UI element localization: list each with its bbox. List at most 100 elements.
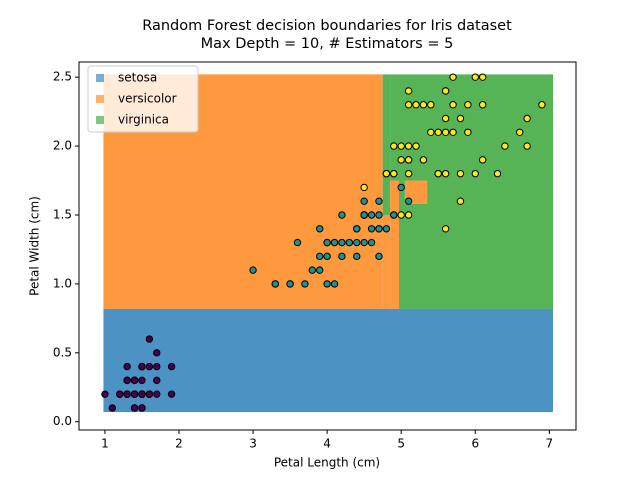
x-tick-label: 6 <box>471 437 479 451</box>
data-point <box>367 211 376 219</box>
data-point <box>316 266 324 274</box>
data-point <box>441 128 450 136</box>
data-point <box>138 404 146 412</box>
data-point <box>145 390 154 398</box>
data-point <box>123 376 131 385</box>
data-point <box>471 73 479 81</box>
data-point <box>130 390 139 398</box>
data-point <box>249 266 257 274</box>
decision-region <box>427 180 554 204</box>
data-point <box>353 238 361 247</box>
data-point <box>353 252 361 261</box>
data-point <box>441 87 450 95</box>
y-tick-label: 2.0 <box>53 139 72 153</box>
data-point <box>153 362 161 371</box>
data-point <box>123 362 131 371</box>
legend-swatch <box>96 95 104 103</box>
data-point <box>419 101 428 109</box>
data-point <box>316 252 324 261</box>
data-point <box>501 142 509 150</box>
data-point <box>456 169 465 178</box>
data-point <box>434 169 442 178</box>
x-axis-label: Petal Length (cm) <box>274 456 380 470</box>
decision-region <box>390 74 399 181</box>
data-point <box>449 101 457 109</box>
data-point <box>138 390 146 398</box>
data-point <box>404 156 413 164</box>
data-point <box>338 238 346 247</box>
data-point <box>367 238 376 247</box>
data-point <box>404 101 413 109</box>
legend-swatch <box>96 74 104 82</box>
data-point <box>330 280 339 288</box>
data-point <box>153 349 161 357</box>
data-point <box>382 169 391 178</box>
data-point <box>138 362 146 371</box>
data-point <box>360 197 368 205</box>
data-point <box>441 225 450 233</box>
y-tick-label: 1.5 <box>53 207 72 221</box>
data-point <box>412 142 420 150</box>
data-point <box>516 128 524 136</box>
decision-region <box>398 74 554 181</box>
legend-box <box>87 65 199 133</box>
data-point <box>478 101 487 109</box>
data-point <box>323 280 331 288</box>
data-point <box>167 362 176 371</box>
y-tick-label: 0.0 <box>53 414 72 428</box>
chart-subtitle: Max Depth = 10, # Estimators = 5 <box>201 36 454 52</box>
data-point <box>382 225 391 233</box>
data-point <box>390 142 398 150</box>
x-tick-label: 4 <box>323 437 331 451</box>
chart-title: Random Forest decision boundaries for Ir… <box>142 18 512 34</box>
data-point <box>360 211 368 219</box>
data-point <box>397 156 405 164</box>
data-point <box>345 238 354 247</box>
x-tick-label: 5 <box>397 437 405 451</box>
x-tick-label: 7 <box>546 437 554 451</box>
data-point <box>323 238 331 247</box>
y-tick-label: 0.5 <box>53 345 72 359</box>
data-point <box>308 266 317 274</box>
legend-label: virginica <box>118 113 169 127</box>
data-point <box>286 280 294 288</box>
data-point <box>375 225 383 233</box>
data-point <box>123 390 131 398</box>
data-point <box>456 197 465 205</box>
data-point <box>449 73 457 81</box>
legend-label: setosa <box>118 71 157 85</box>
x-tick-label: 1 <box>101 437 109 451</box>
data-point <box>427 128 435 136</box>
data-point <box>419 156 428 164</box>
data-point <box>456 114 465 123</box>
data-point <box>145 362 154 371</box>
data-point <box>360 238 368 247</box>
data-point <box>375 197 383 205</box>
data-point <box>523 142 531 150</box>
x-tick-label: 2 <box>175 437 183 451</box>
data-point <box>390 169 398 178</box>
data-point <box>153 376 161 385</box>
data-point <box>338 252 346 261</box>
data-point <box>153 390 161 398</box>
data-point <box>404 211 413 219</box>
data-point <box>390 211 398 219</box>
data-point <box>271 280 279 288</box>
data-point <box>404 169 413 178</box>
data-point <box>523 114 531 123</box>
data-point <box>427 101 435 109</box>
data-point <box>167 390 176 398</box>
data-point <box>404 142 413 150</box>
data-point <box>360 183 368 192</box>
data-point <box>116 390 124 398</box>
data-point <box>404 87 413 95</box>
y-tick-label: 1.0 <box>53 276 72 290</box>
legend-swatch <box>96 116 104 124</box>
data-point <box>478 73 487 81</box>
data-point <box>464 101 472 109</box>
x-tick-label: 3 <box>249 437 257 451</box>
data-point <box>441 114 450 123</box>
legend-label: versicolor <box>118 92 177 106</box>
data-point <box>108 404 117 412</box>
